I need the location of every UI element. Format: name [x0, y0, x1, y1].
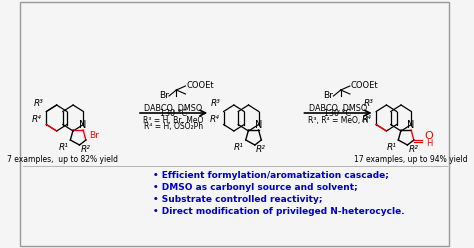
Text: 7 examples,  up to 82% yield: 7 examples, up to 82% yield [7, 155, 118, 164]
Text: Br: Br [324, 92, 333, 100]
Text: R⁴: R⁴ [362, 116, 372, 124]
Text: 130 °C: 130 °C [160, 110, 187, 119]
Text: • Direct modification of privileged N-heterocycle.: • Direct modification of privileged N-he… [154, 207, 405, 216]
Text: Br: Br [159, 92, 169, 100]
Text: N: N [408, 120, 415, 130]
Text: COOEt: COOEt [351, 82, 378, 91]
Text: 17 examples, up to 94% yield: 17 examples, up to 94% yield [354, 155, 468, 164]
Text: H: H [427, 138, 433, 148]
Text: R¹: R¹ [59, 144, 69, 153]
Text: R²: R² [256, 145, 266, 154]
Text: DABCO, DMSO: DABCO, DMSO [145, 103, 203, 113]
Text: COOEt: COOEt [186, 82, 214, 91]
Text: N: N [80, 120, 87, 130]
Text: R²: R² [409, 145, 418, 154]
Text: R³: R³ [211, 98, 221, 107]
Text: R¹: R¹ [387, 144, 396, 153]
Text: R⁴ = H, OSO₂Ph: R⁴ = H, OSO₂Ph [144, 123, 203, 131]
Text: R⁴: R⁴ [210, 116, 219, 124]
Text: R⁴: R⁴ [32, 116, 42, 124]
FancyBboxPatch shape [20, 2, 449, 246]
Text: • DMSO as carbonyl source and solvent;: • DMSO as carbonyl source and solvent; [154, 183, 358, 191]
Text: R¹: R¹ [234, 144, 244, 153]
Text: N: N [255, 120, 262, 130]
Text: DABCO, DMSO: DABCO, DMSO [309, 103, 367, 113]
Text: Br: Br [90, 130, 100, 139]
Text: R³: R³ [34, 98, 44, 107]
Text: • Efficient formylation/aromatization cascade;: • Efficient formylation/aromatization ca… [154, 171, 389, 180]
Text: R²: R² [81, 145, 90, 154]
Text: • Substrate controlled reactivity;: • Substrate controlled reactivity; [154, 194, 323, 204]
Text: O: O [424, 131, 433, 141]
Text: R³, R⁴ = MeO, H: R³, R⁴ = MeO, H [308, 117, 368, 125]
Text: 130 °C: 130 °C [325, 110, 352, 119]
Text: R³: R³ [364, 98, 374, 107]
Text: R³ = H, Br, MeO: R³ = H, Br, MeO [144, 117, 204, 125]
